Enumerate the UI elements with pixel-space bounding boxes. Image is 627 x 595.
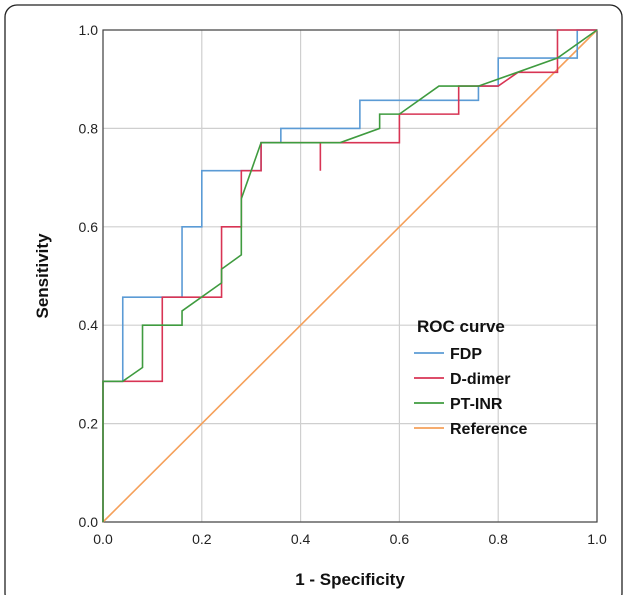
series-line-reference [102,29,598,523]
x-tick-label: 0.2 [192,531,212,547]
y-tick-label: 0.0 [79,514,99,530]
y-tick-label: 0.8 [79,120,99,136]
y-tick-label: 1.0 [79,22,99,38]
series-line-d-dimer [102,29,597,522]
plot-area [102,29,598,523]
legend-label-pt-inr: PT-INR [450,396,503,413]
x-tick-label: 0.4 [291,531,311,547]
x-axis-title: 1 - Specificity [295,570,405,589]
legend-title: ROC curve [417,317,505,336]
series-line-pt-inr [102,29,598,522]
y-tick-label: 0.4 [79,317,99,333]
legend-label-fdp: FDP [450,346,482,363]
legend-label-reference: Reference [450,421,527,438]
chart-border [4,4,623,595]
y-tick-label: 0.6 [79,219,99,235]
y-tick-label: 0.2 [79,416,99,432]
y-axis-title: Sensitivity [33,233,52,319]
legend: ROC curve FDP D-dimer PT-INR Reference [414,317,527,438]
x-tick-labels: 0.0 0.2 0.4 0.6 0.8 1.0 [93,531,607,547]
x-tick-label: 0.6 [390,531,410,547]
y-tick-labels: 0.0 0.2 0.4 0.6 0.8 1.0 [79,22,99,530]
x-tick-label: 1.0 [587,531,607,547]
legend-items: FDP D-dimer PT-INR Reference [414,346,527,438]
x-tick-label: 0.0 [93,531,113,547]
legend-label-d-dimer: D-dimer [450,371,510,388]
series-layer [102,29,598,523]
x-tick-label: 0.8 [488,531,508,547]
